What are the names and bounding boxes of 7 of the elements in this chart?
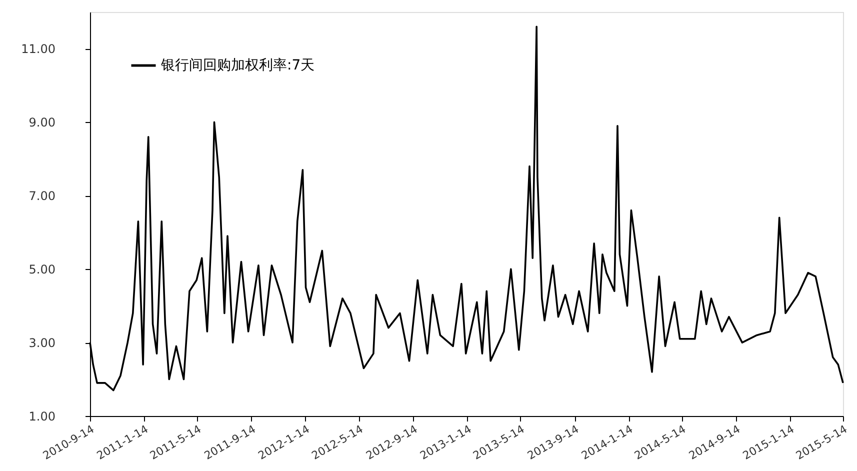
legend-label: 银行间回购加权利率:7天 (160, 58, 315, 74)
y-tick-label: 5.00 (28, 262, 56, 277)
y-tick-label: 9.00 (28, 116, 56, 130)
y-tick-label: 3.00 (28, 336, 56, 350)
y-tick-label: 7.00 (28, 189, 56, 204)
y-tick-label: 11.00 (21, 42, 56, 56)
y-tick-label: 1.00 (28, 410, 56, 424)
